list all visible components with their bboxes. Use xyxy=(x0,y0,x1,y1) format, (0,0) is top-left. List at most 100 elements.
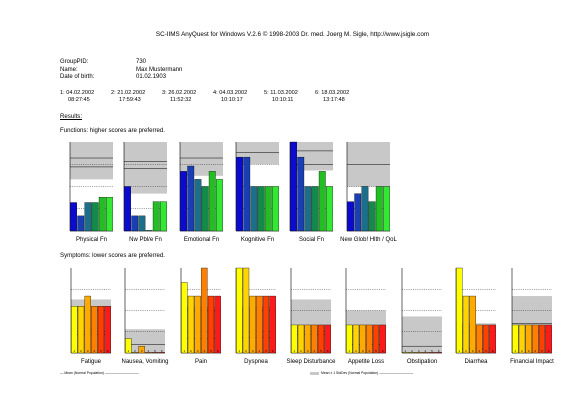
subchart-15: 1 2 3 4 5 6 Financial Impact xyxy=(510,268,554,365)
bar xyxy=(145,352,152,354)
bar-label: 1 xyxy=(127,349,129,353)
subchart-13: 1 2 3 4 5 6 Obstipation xyxy=(401,268,442,365)
subchart-3: Emotional Fn xyxy=(179,142,223,243)
session-5: 5: 11.03.2002 10:10:11 xyxy=(264,90,298,104)
bar xyxy=(317,324,325,354)
bar-label: 6 xyxy=(548,349,550,353)
bar xyxy=(97,306,105,354)
session-1: 1: 04.02.2002 08:27:45 xyxy=(60,90,94,104)
bar-label: 6 xyxy=(492,349,494,353)
bar xyxy=(214,295,221,354)
bar xyxy=(207,295,215,354)
bar xyxy=(138,346,145,354)
bar xyxy=(532,324,539,354)
functions-heading: Functions: higher scores are preferred. xyxy=(60,127,165,134)
chart-title: Emotional Fn xyxy=(184,237,219,243)
bar-label: 2 xyxy=(355,349,357,353)
bar-label: 2 xyxy=(134,349,136,353)
bar xyxy=(272,186,279,232)
bar xyxy=(131,215,139,232)
bar-label: 3 xyxy=(307,349,309,353)
bar xyxy=(311,324,318,354)
session-2: 2: 21.02.2002 17:59:43 xyxy=(111,90,145,104)
bar xyxy=(71,306,78,354)
reference-band xyxy=(181,306,221,353)
bar-label: 5 xyxy=(265,349,267,353)
bar-label: 4 xyxy=(203,349,205,353)
bar-label: 2 xyxy=(521,349,523,353)
bar xyxy=(326,186,333,232)
bar xyxy=(347,201,354,232)
bar xyxy=(243,156,251,232)
session-date: 2: 21.02.2002 xyxy=(111,90,146,96)
bar-label: 3 xyxy=(528,349,530,353)
bar-label: 6 xyxy=(327,349,329,353)
subchart-2: Nw Pbl/e Fn xyxy=(123,142,167,243)
bar-label: 3 xyxy=(362,349,364,353)
bar xyxy=(250,186,258,232)
chart-title: Nw Pbl/e Fn xyxy=(129,237,162,243)
bar-label: 3 xyxy=(472,349,474,353)
bar xyxy=(201,186,209,232)
session-3: 3: 26.02.2002 11:52:32 xyxy=(162,90,196,104)
bar xyxy=(249,295,256,354)
session-time: 13:17:48 xyxy=(323,97,345,103)
chart-title: New Glob! Hlth / QoL xyxy=(340,237,397,243)
chart-title: Kognitive Fn xyxy=(241,237,274,243)
session-date: 5: 11.03.2002 xyxy=(264,90,298,96)
bar-label: 6 xyxy=(438,349,440,353)
session-time: 10:10:11 xyxy=(272,97,294,103)
bar xyxy=(297,156,305,232)
subchart-6: New Glob! Hlth / QoL xyxy=(340,142,398,243)
bar xyxy=(379,324,386,354)
legend-band-swatch xyxy=(310,371,319,375)
session-time: 17:59:43 xyxy=(119,97,141,103)
bar xyxy=(181,282,188,354)
chart-title: Financial Impact xyxy=(510,359,554,365)
session-time: 08:27:45 xyxy=(68,97,90,103)
bar xyxy=(383,186,390,232)
bar xyxy=(269,295,276,354)
bar xyxy=(359,324,366,354)
bar-label: 4 xyxy=(313,349,315,353)
bar xyxy=(257,186,265,232)
reference-band xyxy=(290,142,333,171)
reference-band xyxy=(291,299,331,353)
bar xyxy=(91,306,98,354)
bar-label: 6 xyxy=(272,349,274,353)
bar xyxy=(124,186,131,232)
name-label: Name: xyxy=(60,66,78,73)
bar xyxy=(318,171,326,232)
reference-band xyxy=(71,299,111,353)
reference-band xyxy=(124,142,167,194)
bar xyxy=(70,202,77,232)
bar xyxy=(372,324,380,354)
bar xyxy=(138,215,146,232)
session-6: 6: 18.03.2002 13:17:48 xyxy=(315,90,349,104)
chart-title: Diarrhea xyxy=(464,359,488,365)
bar xyxy=(352,324,360,354)
bar-label: 2 xyxy=(465,349,467,353)
bar xyxy=(304,324,311,354)
bar-label: 1 xyxy=(293,349,295,353)
symptoms-heading: Symptoms: lower scores are preferred. xyxy=(60,252,165,259)
bar xyxy=(402,352,409,354)
bar-label: 5 xyxy=(431,349,433,353)
legend-band-label: Mean ± 1 StdDev (Normal Population) ————… xyxy=(310,371,413,375)
bar xyxy=(422,352,429,354)
bar xyxy=(242,267,250,354)
bar-label: 2 xyxy=(300,349,302,353)
bar-label: 1 xyxy=(73,349,75,353)
chart-title: Obstipation xyxy=(407,359,437,365)
bar xyxy=(346,324,353,354)
bar xyxy=(297,324,305,354)
bar xyxy=(469,295,476,354)
bar-label: 4 xyxy=(147,349,149,353)
bar-label: 5 xyxy=(154,349,156,353)
bar xyxy=(98,197,106,232)
bar-label: 3 xyxy=(252,349,254,353)
bar-label: 3 xyxy=(87,349,89,353)
reference-band xyxy=(180,142,223,176)
reference-band xyxy=(70,142,113,180)
bar xyxy=(545,324,552,354)
